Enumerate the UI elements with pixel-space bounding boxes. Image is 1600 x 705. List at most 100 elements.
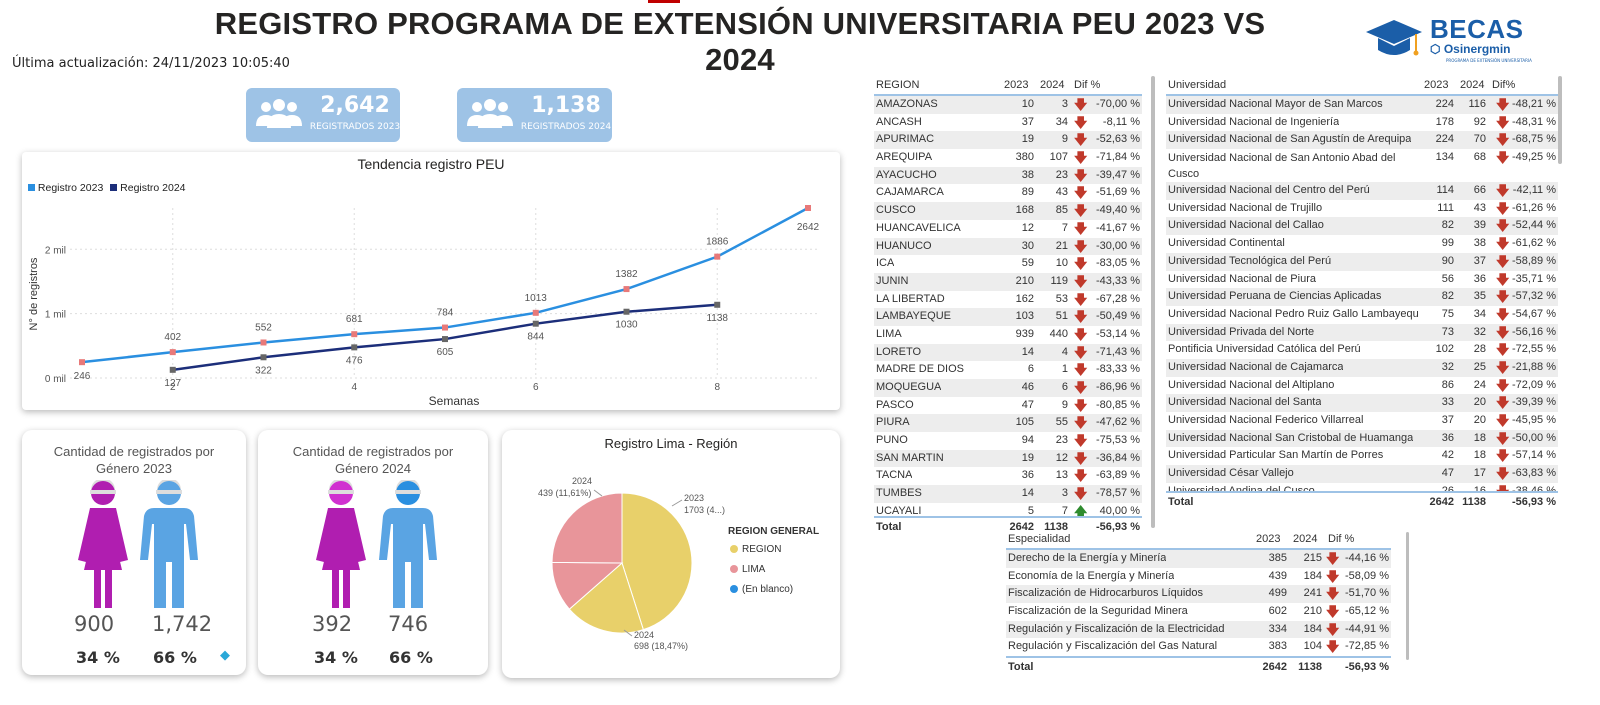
university-row[interactable]: Universidad César Vallejo 47 17 🡇 -63,83 %: [1166, 465, 1558, 483]
university-row[interactable]: Universidad Nacional San Cristobal de Hu…: [1166, 429, 1558, 448]
female-icon: [78, 480, 128, 608]
table-header[interactable]: REGION 2023 2024 Dif %: [874, 76, 1142, 96]
region-row[interactable]: CAJAMARCA 89 43 🡇 -51,69 %: [874, 184, 1142, 202]
university-row[interactable]: Universidad Nacional de Piura 56 36 🡇 -35,71…: [1166, 271, 1558, 289]
specialty-row[interactable]: Fiscalización de la Seguridad Minera 602 2…: [1006, 603, 1391, 621]
row-value: 46: [1021, 381, 1034, 393]
region-row[interactable]: LIMA 939 440 🡇 -53,14 %: [874, 326, 1142, 344]
arrow-down-icon: 🡇: [1074, 326, 1088, 342]
university-row[interactable]: Universidad Nacional del Callao 82 39 🡇 -52,…: [1166, 217, 1558, 236]
column-header[interactable]: 2024: [1293, 533, 1318, 545]
x-tick-label: 8: [714, 382, 720, 393]
specialty-table-scrollbar[interactable]: [1406, 532, 1409, 660]
column-header[interactable]: 2024: [1040, 79, 1065, 91]
region-row[interactable]: LORETO 14 4 🡇 -71,43 %: [874, 343, 1142, 362]
column-header[interactable]: REGION: [876, 79, 920, 91]
kpi-value: 1,138: [531, 93, 601, 118]
column-header[interactable]: Universidad: [1168, 79, 1227, 91]
column-header[interactable]: 2023: [1424, 79, 1449, 91]
university-row[interactable]: Universidad Nacional de San Agustín de A…: [1166, 131, 1558, 150]
table-header[interactable]: Universidad 2023 2024 Dif%: [1166, 76, 1558, 96]
region-row[interactable]: CUSCO 168 85 🡇 -49,40 %: [874, 202, 1142, 220]
column-header[interactable]: 2024: [1460, 79, 1485, 91]
specialty-row[interactable]: Regulación y Fiscalización de la Electri…: [1006, 620, 1391, 639]
column-header[interactable]: 2023: [1004, 79, 1029, 91]
column-header[interactable]: Dif %: [1328, 533, 1355, 545]
region-row[interactable]: PUNO 94 23 🡇 -75,53 %: [874, 432, 1142, 450]
row-value: 114: [1436, 184, 1454, 197]
row-label: JUNIN: [876, 274, 909, 287]
region-row[interactable]: AREQUIPA 380 107 🡇 -71,84 %: [874, 149, 1142, 167]
region-row[interactable]: PASCO 47 9 🡇 -80,85 %: [874, 397, 1142, 415]
gender-card-2024: Cantidad de registrados por Género 2024 …: [258, 430, 488, 675]
region-row[interactable]: HUANCAVELICA 12 7 🡇 -41,67 %: [874, 220, 1142, 238]
university-row[interactable]: Universidad Nacional del Santa 33 20 🡇 -39,3…: [1166, 394, 1558, 412]
university-row[interactable]: Universidad Nacional Mayor de San Marcos…: [1166, 96, 1558, 114]
column-header[interactable]: Dif%: [1492, 79, 1516, 91]
data-point: [532, 320, 539, 327]
arrow-down-icon: 🡇: [1496, 359, 1510, 375]
university-row[interactable]: Universidad Particular San Martín de Por…: [1166, 447, 1558, 465]
region-row[interactable]: MOQUEGUA 46 6 🡇 -86,96 %: [874, 379, 1142, 397]
university-row[interactable]: Pontificia Universidad Católica del Perú…: [1166, 341, 1558, 359]
region-row[interactable]: HUANUCO 30 21 🡇 -30,00 %: [874, 237, 1142, 256]
pie-label-value: 698 (18,47%): [634, 641, 688, 651]
university-row[interactable]: Universidad Peruana de Ciencias Aplicada…: [1166, 288, 1558, 306]
column-header[interactable]: 2023: [1256, 533, 1281, 545]
arrow-down-icon: 🡇: [1496, 150, 1510, 166]
column-header[interactable]: Especialidad: [1008, 533, 1071, 545]
row-diff: -65,12 %: [1344, 605, 1389, 618]
column-header[interactable]: Dif %: [1074, 79, 1101, 91]
university-row[interactable]: Universidad Andina del Cusco 26 16 🡇-38,46 …: [1166, 483, 1558, 491]
region-row[interactable]: LA LIBERTAD 162 53 🡇 -67,28 %: [874, 291, 1142, 309]
arrow-down-icon: 🡇: [1496, 483, 1509, 491]
region-row[interactable]: UCAYALI 5 7 🡅 40,00 %: [874, 503, 1142, 516]
university-row[interactable]: Universidad Nacional del Centro del Perú…: [1166, 182, 1558, 200]
specialty-row[interactable]: Economía de la Energía y Minería 439 184 🡇 -…: [1006, 568, 1391, 586]
university-row[interactable]: Universidad Nacional de Cajamarca 32 25 🡇 -2…: [1166, 358, 1558, 377]
region-row[interactable]: ICA 59 10 🡇 -83,05 %: [874, 255, 1142, 273]
university-row[interactable]: Universidad Nacional Federico Villarreal…: [1166, 412, 1558, 430]
university-row[interactable]: Universidad Nacional del Altiplano 86 24 🡇 -…: [1166, 377, 1558, 395]
row-value: 6: [1027, 363, 1034, 376]
row-value: 99: [1441, 237, 1454, 250]
region-row[interactable]: APURIMAC 19 9 🡇 -52,63 %: [874, 131, 1142, 150]
region-row[interactable]: TUMBES 14 3 🡇 -78,57 %: [874, 485, 1142, 503]
region-row[interactable]: TACNA 36 13 🡇 -63,89 %: [874, 467, 1142, 485]
data-point: [351, 331, 358, 338]
row-value: 1: [1061, 363, 1068, 376]
specialty-row[interactable]: Regulación y Fiscalización del Gas Natur…: [1006, 638, 1391, 656]
university-row[interactable]: Universidad Privada del Norte 73 32 🡇 -56,16…: [1166, 323, 1558, 342]
university-row[interactable]: Universidad Nacional de Ingeniería 178 92 🡇…: [1166, 114, 1558, 132]
row-value: 37: [1473, 254, 1486, 267]
region-row[interactable]: LAMBAYEQUE 103 51 🡇 -50,49 %: [874, 308, 1142, 326]
university-row[interactable]: Universidad Nacional de Trujillo 111 43 🡇 -6…: [1166, 200, 1558, 218]
arrow-down-icon: 🡇: [1074, 415, 1088, 431]
university-table-scrollbar[interactable]: [1558, 76, 1562, 164]
pie-slice: [568, 562, 644, 634]
region-row[interactable]: JUNIN 210 119 🡇 -43,33 %: [874, 272, 1142, 291]
region-row[interactable]: SAN MARTIN 19 12 🡇 -36,84 %: [874, 449, 1142, 468]
arrow-down-icon: 🡇: [1326, 604, 1340, 620]
total-value: 1138: [1462, 496, 1486, 508]
region-table-scrollbar[interactable]: [1151, 76, 1155, 528]
table-header[interactable]: Especialidad 2023 2024 Dif %: [1006, 530, 1391, 550]
university-row[interactable]: Universidad Continental 99 38 🡇 -61,62 %: [1166, 235, 1558, 253]
specialty-row[interactable]: Derecho de la Energía y Minería 385 215 🡇 -4…: [1006, 550, 1391, 568]
row-diff: -70,00 %: [1095, 98, 1140, 110]
specialty-row[interactable]: Fiscalización de Hidrocarburos Líquidos 4…: [1006, 585, 1391, 604]
region-row[interactable]: MADRE DE DIOS 6 1 🡇 -83,33 %: [874, 361, 1142, 379]
legend-dot: [730, 565, 738, 574]
pie-leader-line: [623, 629, 633, 637]
region-row[interactable]: AMAZONAS 10 3 🡇 -70,00 %: [874, 96, 1142, 114]
university-row[interactable]: Universidad Nacional de San Antonio Abad…: [1166, 149, 1558, 182]
region-row[interactable]: PIURA 105 55 🡇 -47,62 %: [874, 414, 1142, 433]
arrow-down-icon: 🡇: [1074, 433, 1088, 449]
data-label: 844: [527, 332, 544, 343]
university-row[interactable]: Universidad Tecnológica del Perú 90 37 🡇 -58…: [1166, 252, 1558, 271]
data-label: 605: [437, 347, 454, 358]
row-label: MADRE DE DIOS: [876, 363, 965, 376]
region-row[interactable]: AYACUCHO 38 23 🡇 -39,47 %: [874, 166, 1142, 185]
university-row[interactable]: Universidad Nacional Pedro Ruiz Gallo La…: [1166, 306, 1558, 324]
region-row[interactable]: ANCASH 37 34 🡇 -8,11 %: [874, 114, 1142, 132]
